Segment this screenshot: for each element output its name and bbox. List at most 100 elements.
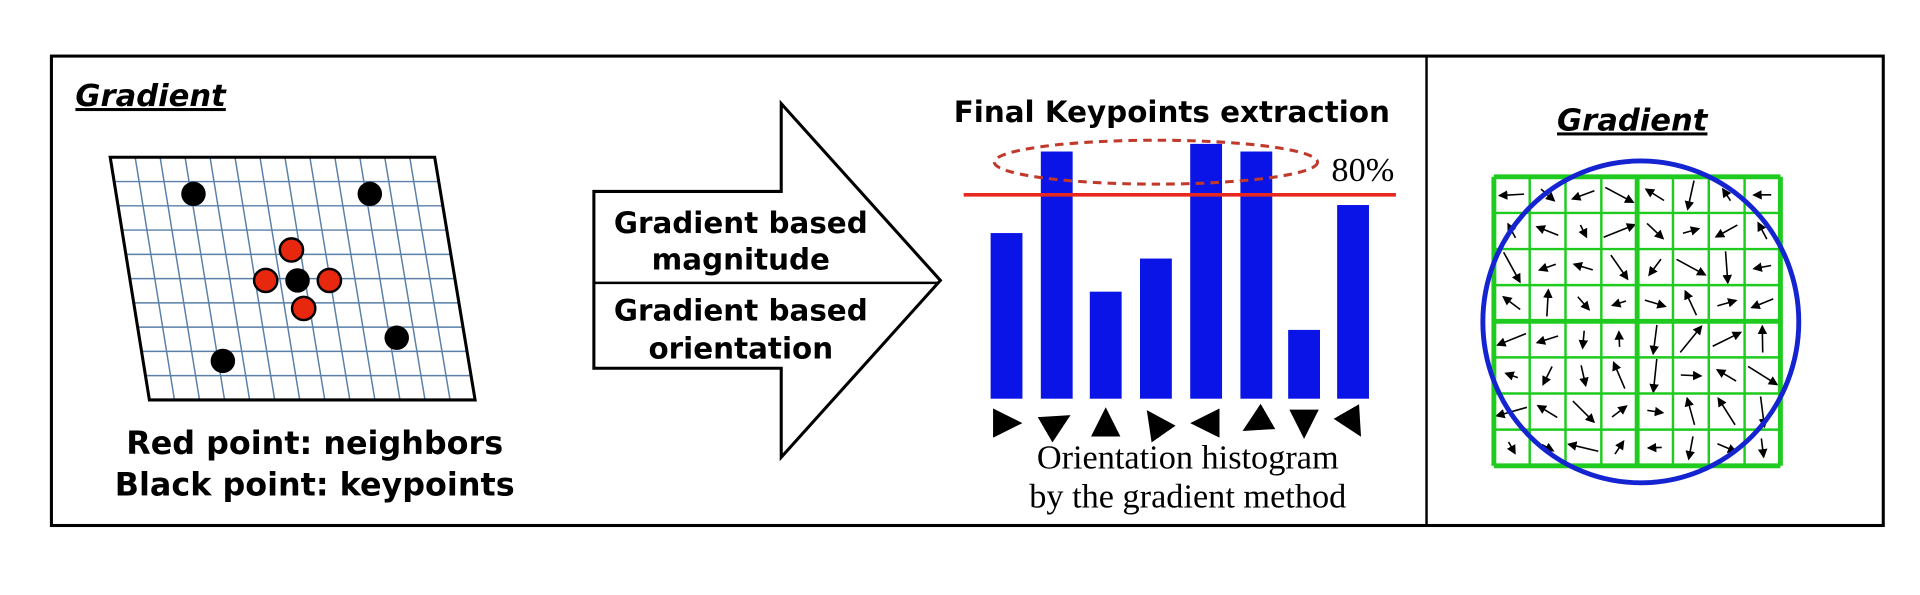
- gradient-arrow: [1604, 186, 1635, 204]
- gradient-arrow: [1752, 262, 1772, 272]
- gradient-arrow: [1506, 441, 1516, 455]
- gradient-arrow: [1572, 400, 1596, 424]
- gradient-arrow: [1603, 223, 1637, 238]
- neighbor: [278, 237, 305, 263]
- legend-black: Black point: keypoints: [115, 468, 515, 504]
- bar: [1288, 329, 1320, 399]
- gradient-arrow: [1750, 298, 1774, 309]
- big-arrow: [592, 99, 943, 462]
- gradient-arrow: [1684, 180, 1695, 211]
- gradient-arrow: [1577, 296, 1591, 311]
- gradient-arrow: [1610, 298, 1627, 308]
- gradient-arrow: [1682, 226, 1701, 236]
- gradient-arrow: [1647, 406, 1665, 417]
- keypoint: [357, 181, 383, 207]
- gradient-arrow: [1679, 325, 1703, 353]
- gradient-arrow: [1644, 188, 1665, 202]
- direction-arrow: [1333, 404, 1362, 437]
- gradient-arrow: [1644, 299, 1667, 309]
- gradient-arrow: [1717, 298, 1738, 308]
- gradient-arrow: [1502, 251, 1521, 284]
- direction-arrow: [1146, 410, 1176, 443]
- direction-arrow: [1242, 403, 1276, 432]
- gradient-arrow: [1649, 358, 1659, 394]
- arrow-label: Gradient based: [614, 294, 868, 328]
- gradient-arrow: [1504, 371, 1519, 381]
- gradient-arrow: [1535, 335, 1559, 345]
- gradient-arrow: [1646, 222, 1665, 240]
- bar: [1089, 291, 1122, 399]
- gradient-arrow: [1536, 404, 1558, 419]
- gradient-arrow: [1572, 262, 1593, 272]
- gradient-arrow: [1712, 331, 1743, 347]
- caption: Orientation histogram: [1037, 440, 1339, 477]
- gradient-arrow: [1496, 332, 1527, 347]
- gradient-arrow: [1578, 224, 1588, 239]
- selection-ellipse: [992, 138, 1320, 186]
- left-title: Gradient: [75, 79, 227, 114]
- legend-red: Red point: neighbors: [126, 426, 503, 462]
- gradient-arrow: [1614, 439, 1625, 455]
- neighbor: [252, 267, 279, 294]
- gradient-arrow: [1715, 369, 1737, 382]
- gradient-arrow: [1685, 436, 1695, 461]
- arrow-label: orientation: [648, 331, 833, 365]
- gradient-arrow: [1502, 295, 1521, 311]
- frame: [49, 54, 1885, 528]
- gradient-arrow: [1757, 221, 1768, 240]
- direction-arrow: [1037, 415, 1071, 443]
- arrow-label: magnitude: [652, 242, 830, 276]
- bar: [1040, 151, 1073, 399]
- gradient-arrow: [1570, 190, 1595, 201]
- neighbor: [290, 295, 317, 322]
- gradient-arrow: [1646, 442, 1662, 453]
- descriptor-grid: [1480, 158, 1802, 486]
- gradient-arrow: [1648, 258, 1662, 277]
- keypoint: [210, 348, 236, 374]
- gradient-arrow: [1578, 330, 1589, 350]
- gradient-arrow: [1497, 190, 1525, 200]
- gradient-arrow: [1537, 262, 1557, 272]
- bar: [1140, 258, 1172, 399]
- gradient-arrow: [1567, 441, 1599, 452]
- threshold-label: 80%: [1331, 152, 1394, 189]
- gradient-arrow: [1542, 366, 1553, 386]
- gradient-arrow: [1611, 405, 1628, 418]
- gradient-arrow: [1680, 370, 1703, 381]
- gradient-arrow: [1714, 224, 1738, 238]
- gradient-arrow: [1612, 360, 1626, 389]
- gradient-arrow: [1684, 289, 1698, 316]
- window-circle: [1480, 158, 1802, 486]
- keypoint: [181, 181, 206, 207]
- gradient-arrow: [1721, 187, 1732, 202]
- bar: [1337, 205, 1369, 399]
- gradient-arrow: [1722, 251, 1733, 285]
- gradient-arrow: [1747, 365, 1779, 386]
- gradient-arrow: [1614, 330, 1625, 347]
- gradient-arrow: [1541, 442, 1555, 452]
- grid-border: [108, 155, 477, 402]
- histogram-title: Final Keypoints extraction: [954, 95, 1390, 129]
- keypoint-grid: [108, 155, 477, 402]
- gradient-arrow: [1649, 324, 1659, 356]
- gradient-arrow: [1579, 365, 1589, 388]
- bar: [990, 233, 1023, 399]
- neighbor: [316, 267, 343, 294]
- gradient-arrow: [1717, 397, 1736, 426]
- gradient-arrow: [1684, 396, 1696, 426]
- arrow-label: Gradient based: [614, 206, 868, 240]
- right-title: Gradient: [1557, 103, 1709, 138]
- bar: [1240, 151, 1273, 399]
- gradient-arrow: [1610, 254, 1629, 281]
- keypoint: [384, 325, 409, 350]
- gradient-arrow: [1535, 225, 1559, 236]
- caption: by the gradient method: [1029, 479, 1346, 516]
- gradient-arrow: [1757, 438, 1768, 459]
- gradient-arrow: [1676, 258, 1707, 276]
- histogram: 80%: [963, 138, 1396, 443]
- keypoint: [285, 268, 310, 293]
- gradient-arrow: [1543, 288, 1553, 317]
- bar: [1190, 143, 1223, 399]
